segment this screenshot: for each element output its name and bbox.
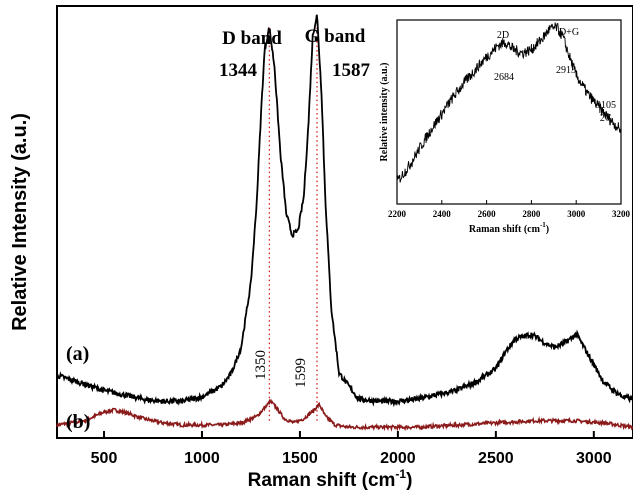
inset-x-ticks: 2200 2400 2600 2800 3000 3200 [388,200,631,219]
inset-2g-label: 2G [600,113,612,124]
inset-2g-value: 3105 [596,100,616,111]
inset-series-line [396,22,622,183]
d-band-label: D band [222,28,282,49]
inset-dg-label: D+G [559,27,579,38]
b-g-value: 1599 [293,358,309,388]
inset-x-tick-label: 2800 [522,209,541,219]
inset-y-axis-label: Relative intensity (a.u.) [379,63,390,162]
inset-2d-value: 2684 [494,72,514,83]
inset-x-tick-label: 2200 [388,209,407,219]
inset-2d-label: 2D [497,30,509,41]
inset-dg-value: 2913 [556,65,576,76]
inset-x-tick-label: 3000 [567,209,586,219]
main-x-tick-label: 2000 [380,450,416,467]
series-b-line [56,398,633,432]
g-band-value: 1587 [332,60,371,81]
main-x-tick-label: 3000 [576,450,612,467]
main-series-group [56,14,633,432]
series-a-label: (a) [66,343,89,365]
main-x-tick-label: 2500 [478,450,514,467]
main-plot-frame [56,5,633,439]
main-x-tick-label: 500 [91,450,118,467]
series-a-line [56,14,633,408]
main-y-axis-label: Relative Intensity (a.u.) [9,113,31,331]
inset-x-tick-label: 2600 [478,209,497,219]
main-x-tick-label: 1500 [282,450,318,467]
inset-x-tick-label: 3200 [612,209,631,219]
g-band-label: G band [305,26,366,47]
inset-plot-frame [396,19,622,205]
main-x-ticks: 500 1000 1500 2000 2500 3000 [91,431,612,467]
d-band-value: 1344 [219,60,258,81]
main-x-tick-label: 1000 [184,450,220,467]
series-b-label: (b) [66,411,90,433]
inset-x-axis-label: Raman shift (cm-1) [469,221,549,235]
main-x-axis-label: Raman shift (cm-1) [248,467,413,491]
b-d-value: 1350 [253,350,269,380]
inset-series-group [396,22,622,183]
inset-x-tick-label: 2400 [433,209,452,219]
